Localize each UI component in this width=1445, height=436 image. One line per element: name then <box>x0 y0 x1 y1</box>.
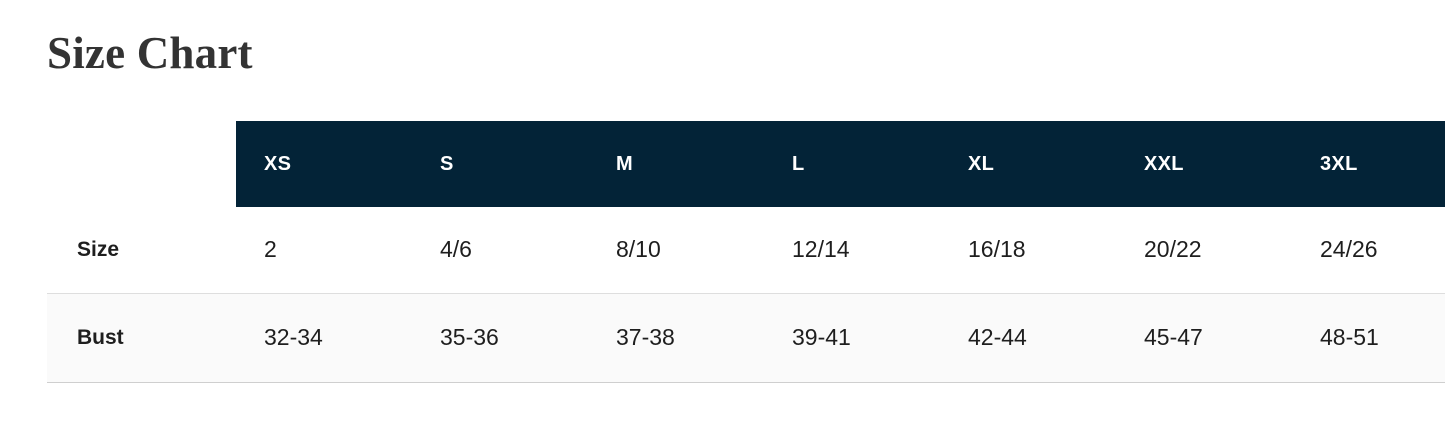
row-label-bust: Bust <box>77 325 124 349</box>
size-value-m: 8/10 <box>616 236 661 263</box>
row-label-size: Size <box>77 237 120 261</box>
table-header-row: XS S M L XL XXL 3XL <box>47 121 1445 207</box>
header-cell-l: L <box>764 121 940 207</box>
bust-value-s: 35-36 <box>440 324 499 350</box>
table-row-bust: Bust 32-34 35-36 37-38 39-41 42-44 45-47… <box>47 293 1445 382</box>
table-row-size: Size 2 4/6 8/10 12/14 16/18 20/22 24/26 <box>47 207 1445 293</box>
header-cell-xxl: XXL <box>1116 121 1292 207</box>
bust-value-xs: 32-34 <box>264 324 323 350</box>
header-corner-cell <box>47 121 236 207</box>
size-value-xs: 2 <box>264 236 277 263</box>
bust-value-3xl: 48-51 <box>1320 324 1379 350</box>
size-value-3xl: 24/26 <box>1320 236 1378 263</box>
header-cell-m: M <box>588 121 764 207</box>
bust-value-xl: 42-44 <box>968 324 1027 350</box>
bust-value-m: 37-38 <box>616 324 675 350</box>
header-cell-xs: XS <box>236 121 412 207</box>
header-cell-3xl: 3XL <box>1292 121 1445 207</box>
size-value-xl: 16/18 <box>968 236 1026 263</box>
header-cell-s: S <box>412 121 588 207</box>
header-cell-xl: XL <box>940 121 1116 207</box>
size-value-xxl: 20/22 <box>1144 236 1202 263</box>
bust-value-xxl: 45-47 <box>1144 324 1203 350</box>
bust-value-l: 39-41 <box>792 324 851 350</box>
size-chart-table-wrap: XS S M L XL XXL 3XL Size 2 4/6 8/10 12/1… <box>47 121 1445 383</box>
size-value-l: 12/14 <box>792 236 850 263</box>
size-value-s: 4/6 <box>440 236 472 263</box>
size-chart-table: XS S M L XL XXL 3XL Size 2 4/6 8/10 12/1… <box>47 121 1445 383</box>
page-title: Size Chart <box>47 28 253 78</box>
